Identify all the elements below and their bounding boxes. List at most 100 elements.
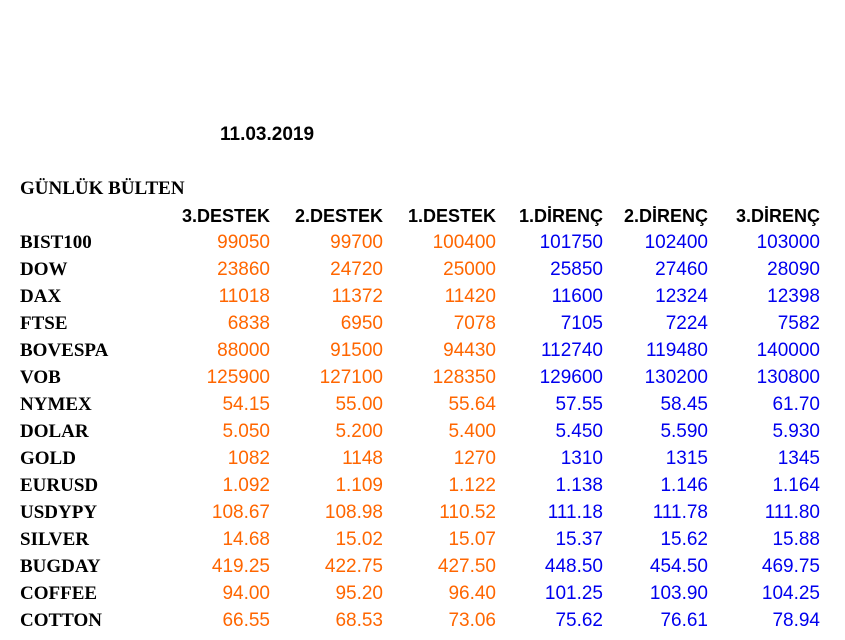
row-instrument-name: COTTON: [20, 610, 103, 631]
bulletin-date: 11.03.2019: [220, 124, 315, 145]
cell-support-2: 24720: [330, 259, 383, 280]
cell-support-3: 54.15: [222, 394, 270, 415]
cell-resistance-2: 102400: [644, 232, 708, 253]
cell-support-3: 108.67: [211, 502, 270, 523]
cell-resistance-1: 448.50: [544, 556, 603, 577]
table-row: COTTON 66.55 68.53 73.06 75.62 76.61 78.94: [0, 609, 845, 636]
cell-resistance-1: 111.18: [547, 502, 603, 523]
cell-resistance-3: 1.164: [772, 475, 820, 496]
cell-resistance-1: 15.37: [555, 529, 603, 550]
table-row: DAX 11018 11372 11420 11600 12324 12398: [0, 285, 845, 312]
row-instrument-name: NYMEX: [20, 394, 92, 415]
cell-support-1: 94430: [443, 340, 496, 361]
cell-support-1: 7078: [453, 313, 496, 334]
header-support-2: 2.DESTEK: [294, 206, 383, 226]
header-support-3: 3.DESTEK: [181, 206, 270, 226]
cell-resistance-3: 103000: [756, 232, 820, 253]
cell-resistance-3: 104.25: [761, 583, 820, 604]
cell-support-3: 11018: [218, 286, 270, 307]
cell-resistance-1: 129600: [539, 367, 603, 388]
levels-table: BIST100 99050 99700 100400 101750 102400 10300…: [0, 231, 845, 636]
table-row: DOW 23860 24720 25000 25850 27460 28090: [0, 258, 845, 285]
row-instrument-name: EURUSD: [20, 475, 99, 496]
cell-resistance-2: 15.62: [660, 529, 708, 550]
cell-support-2: 1.109: [335, 475, 383, 496]
cell-resistance-1: 11600: [551, 286, 603, 307]
cell-support-1: 1270: [453, 448, 496, 469]
header-support-1: 1.DESTEK: [407, 206, 496, 226]
cell-support-3: 66.55: [222, 610, 270, 631]
cell-support-1: 25000: [443, 259, 496, 280]
cell-resistance-1: 25850: [550, 259, 603, 280]
table-row: BIST100 99050 99700 100400 101750 102400 10300…: [0, 231, 845, 258]
cell-support-3: 88000: [217, 340, 270, 361]
cell-support-2: 11372: [331, 286, 383, 307]
cell-resistance-3: 140000: [756, 340, 820, 361]
table-row: EURUSD 1.092 1.109 1.122 1.138 1.146 1.164: [0, 474, 845, 501]
cell-resistance-2: 7224: [665, 313, 708, 334]
cell-support-1: 55.64: [448, 394, 496, 415]
cell-support-3: 14.68: [222, 529, 270, 550]
table-row: SILVER 14.68 15.02 15.07 15.37 15.62 15.88: [0, 528, 845, 555]
cell-support-3: 419.25: [211, 556, 270, 577]
cell-support-3: 6838: [227, 313, 270, 334]
table-row: VOB 125900 127100 128350 129600 130200 130800: [0, 366, 845, 393]
cell-support-2: 1148: [342, 448, 383, 469]
cell-resistance-3: 12398: [767, 286, 820, 307]
bulletin-title: GÜNLÜK BÜLTEN: [20, 178, 185, 199]
cell-support-1: 1.122: [448, 475, 496, 496]
row-instrument-name: FTSE: [20, 313, 68, 334]
row-instrument-name: VOB: [20, 367, 61, 388]
cell-support-3: 94.00: [222, 583, 270, 604]
cell-support-2: 6950: [340, 313, 383, 334]
table-row: COFFEE 94.00 95.20 96.40 101.25 103.90 104.25: [0, 582, 845, 609]
cell-resistance-1: 112740: [541, 340, 603, 361]
row-instrument-name: DOW: [20, 259, 68, 280]
cell-resistance-2: 27460: [655, 259, 708, 280]
cell-resistance-3: 78.94: [772, 610, 820, 631]
cell-resistance-3: 1345: [777, 448, 820, 469]
cell-resistance-1: 1.138: [555, 475, 603, 496]
header-resistance-3: 3.DİRENÇ: [735, 206, 820, 226]
cell-support-2: 15.02: [335, 529, 383, 550]
cell-support-1: 73.06: [448, 610, 496, 631]
row-instrument-name: DAX: [20, 286, 62, 307]
table-row: NYMEX 54.15 55.00 55.64 57.55 58.45 61.70: [0, 393, 845, 420]
cell-resistance-2: 130200: [644, 367, 708, 388]
cell-resistance-3: 130800: [756, 367, 820, 388]
cell-resistance-3: 7582: [777, 313, 820, 334]
cell-support-2: 127100: [319, 367, 383, 388]
cell-resistance-3: 469.75: [761, 556, 820, 577]
cell-support-1: 96.40: [448, 583, 496, 604]
row-instrument-name: SILVER: [20, 529, 90, 550]
row-instrument-name: GOLD: [20, 448, 76, 469]
cell-support-3: 1082: [227, 448, 270, 469]
table-header-row: 3.DESTEK 2.DESTEK 1.DESTEK 1.DİRENÇ 2.Dİ…: [0, 205, 845, 227]
cell-resistance-3: 28090: [767, 259, 820, 280]
cell-resistance-3: 15.88: [772, 529, 820, 550]
cell-resistance-2: 76.61: [660, 610, 708, 631]
cell-support-3: 1.092: [222, 475, 270, 496]
row-instrument-name: BUGDAY: [20, 556, 101, 577]
table-row: GOLD 1082 1148 1270 1310 1315 1345: [0, 447, 845, 474]
cell-support-2: 108.98: [324, 502, 383, 523]
cell-support-2: 91500: [330, 340, 383, 361]
row-instrument-name: BOVESPA: [20, 340, 109, 361]
cell-resistance-2: 1.146: [660, 475, 708, 496]
cell-resistance-2: 111.78: [652, 502, 708, 523]
cell-support-2: 99700: [330, 232, 383, 253]
cell-support-2: 95.20: [335, 583, 383, 604]
row-instrument-name: DOLAR: [20, 421, 89, 442]
cell-resistance-3: 5.930: [772, 421, 820, 442]
row-instrument-name: BIST100: [20, 232, 92, 253]
cell-resistance-2: 103.90: [649, 583, 708, 604]
cell-resistance-1: 7105: [560, 313, 603, 334]
cell-support-3: 23860: [217, 259, 270, 280]
cell-support-1: 5.400: [448, 421, 496, 442]
cell-resistance-1: 1310: [560, 448, 603, 469]
cell-resistance-2: 454.50: [649, 556, 708, 577]
cell-resistance-2: 119480: [646, 340, 708, 361]
table-row: BUGDAY 419.25 422.75 427.50 448.50 454.50 469.…: [0, 555, 845, 582]
cell-support-3: 125900: [206, 367, 270, 388]
cell-support-1: 11420: [444, 286, 496, 307]
